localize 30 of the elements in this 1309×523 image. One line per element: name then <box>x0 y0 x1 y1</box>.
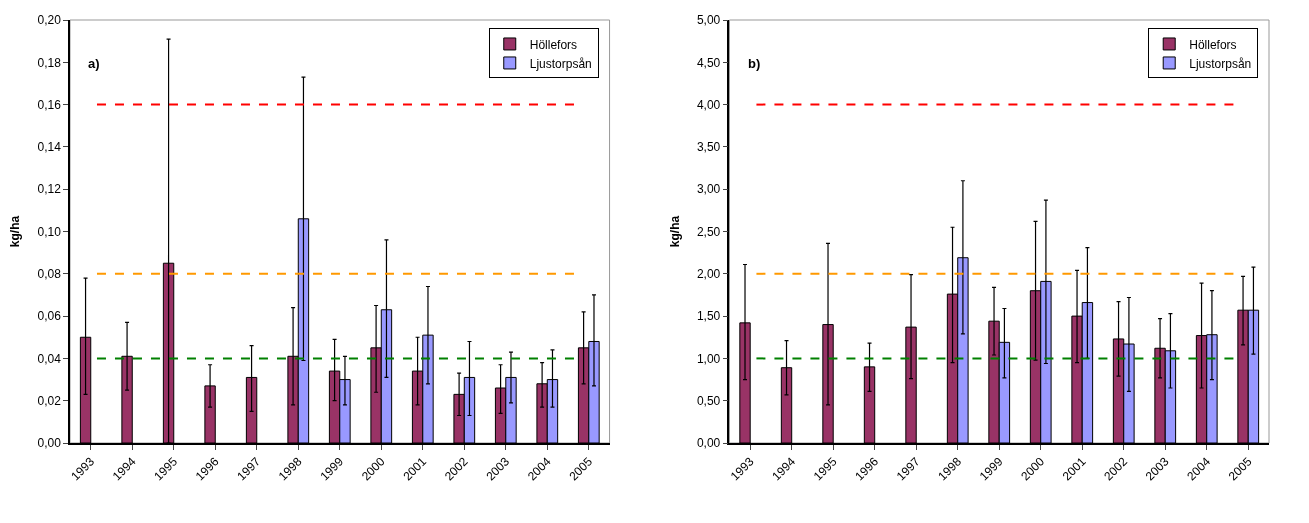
y-tick-label: 0,50 <box>696 393 721 408</box>
y-tick-label: 2,50 <box>696 224 721 239</box>
y-tick-label: 4,50 <box>696 55 721 70</box>
y-tick-label: 0,00 <box>696 436 721 451</box>
annotation: a) <box>88 56 100 71</box>
legend-label: Ljustorpsån <box>1189 56 1252 71</box>
y-tick-label: 0,06 <box>37 309 62 324</box>
y-tick-label: 3,50 <box>696 140 721 155</box>
y-tick-label: 0,04 <box>37 351 62 366</box>
legend-label: Höllefors <box>529 37 578 52</box>
y-tick-label: 1,00 <box>696 351 721 366</box>
legend-label: Ljustorpsån <box>529 56 592 71</box>
legend-label: Höllefors <box>1189 37 1237 52</box>
annotation: b) <box>748 56 761 71</box>
y-tick-label: 3,00 <box>696 182 721 197</box>
y-tick-label: 0,02 <box>37 393 62 408</box>
y-tick-label: 0,10 <box>37 224 62 239</box>
y-tick-label: 5,00 <box>696 13 721 28</box>
y-tick-label: 0,12 <box>37 182 62 197</box>
y-axis-title: kg/ha <box>8 215 23 248</box>
y-tick-label: 0,16 <box>37 97 62 112</box>
y-tick-label: 0,20 <box>37 13 62 28</box>
y-tick-label: 4,00 <box>696 97 721 112</box>
y-tick-label: 0,08 <box>37 267 62 281</box>
y-tick-label: 2,00 <box>696 267 721 281</box>
y-tick-label: 0,18 <box>37 55 62 70</box>
y-tick-label: 0,14 <box>37 140 62 155</box>
y-tick-label: 0,00 <box>37 436 62 451</box>
y-tick-label: 1,50 <box>696 309 721 324</box>
y-axis-title: kg/ha <box>667 215 682 248</box>
